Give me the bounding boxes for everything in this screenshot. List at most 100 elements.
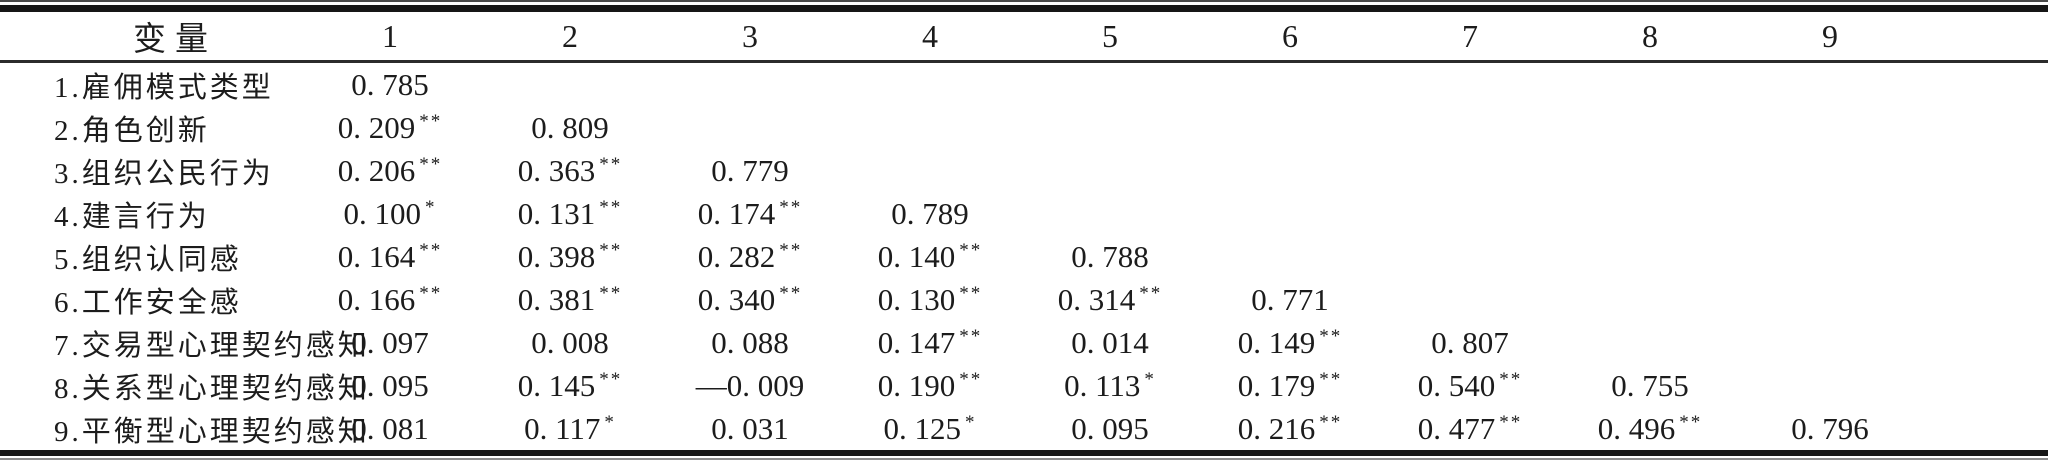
correlation-cell: 0. 125 * [840,407,1020,453]
table-row: 4.建言行为 0. 100 * 0. 131 ** 0. 174 ** 0. 789 [0,192,2048,235]
significance-marker: ** [599,368,623,390]
correlation-value: 0. 796 [1791,410,1869,446]
row-spacer [1920,106,2048,149]
row-spacer [1920,278,2048,321]
correlation-cell: 0. 809 [480,106,660,149]
correlation-cell: 0. 149 ** [1200,321,1380,364]
correlation-cell [1560,235,1740,278]
correlation-cell: 0. 540 ** [1380,364,1560,407]
row-spacer [1920,149,2048,192]
table-header-row: 变量 1 2 3 4 5 6 7 8 9 [0,8,2048,63]
correlation-cell: 0. 113 * [1020,364,1200,407]
correlation-cell [1380,106,1560,149]
correlation-cell [840,62,1020,107]
correlation-cell [480,62,660,107]
correlation-cell: 0. 140 ** [840,235,1020,278]
correlation-cell [660,106,840,149]
correlation-value: 0. 789 [891,195,969,231]
row-label: 9.平衡型心理契约感知 [54,415,370,448]
correlation-cell [1740,321,1920,364]
correlation-value: 0. 147 [877,324,956,360]
significance-marker: ** [779,282,803,304]
correlation-cell: 0. 779 [660,149,840,192]
correlation-cell: 0. 340 ** [660,278,840,321]
correlation-value: 0. 095 [1071,410,1149,446]
correlation-cell: 0. 130 ** [840,278,1020,321]
table-row: 2.角色创新 0. 209 ** 0. 809 [0,106,2048,149]
column-header-1: 1 [300,8,480,63]
correlation-cell [1740,364,1920,407]
column-header-7: 7 [1380,8,1560,63]
correlation-cell: 0. 789 [840,192,1020,235]
correlation-cell [660,62,840,107]
correlation-matrix-table: 变量 1 2 3 4 5 6 7 8 9 1.雇佣模式类型 0. 785 2.角色创新 0. 209 **… [0,5,2048,456]
correlation-value: 0. 314 [1057,281,1136,317]
correlation-value: 0. 113 [1064,367,1141,403]
significance-marker: ** [779,239,803,261]
significance-marker: ** [599,153,623,175]
correlation-cell: 0. 496 ** [1560,407,1740,453]
correlation-cell [1740,106,1920,149]
significance-marker: ** [1679,411,1703,433]
correlation-cell: 0. 190 ** [840,364,1020,407]
column-header-3: 3 [660,8,840,63]
significance-marker: * [965,411,977,433]
correlation-value: 0. 140 [877,238,956,274]
significance-marker: ** [599,239,623,261]
correlation-cell: 0. 755 [1560,364,1740,407]
correlation-value: 0. 008 [531,324,609,360]
correlation-cell [1020,192,1200,235]
correlation-cell: 0. 008 [480,321,660,364]
correlation-cell: 0. 117 * [480,407,660,453]
correlation-cell: 0. 164 ** [300,235,480,278]
row-spacer [1920,62,2048,107]
table-row: 9.平衡型心理契约感知 0. 081 0. 117 * 0. 031 0. 125 * 0. … [0,407,2048,453]
correlation-cell: 0. 179 ** [1200,364,1380,407]
correlation-cell [1200,149,1380,192]
correlation-cell: 0. 031 [660,407,840,453]
variables-column-header: 变量 [0,8,300,63]
column-header-9: 9 [1740,8,1920,63]
row-spacer [1920,407,2048,453]
significance-marker: ** [599,282,623,304]
correlation-cell: 0. 131 ** [480,192,660,235]
correlation-cell [1380,62,1560,107]
correlation-cell [1380,192,1560,235]
column-header-5: 5 [1020,8,1200,63]
table-row: 6.工作安全感 0. 166 ** 0. 381 ** 0. 340 ** 0. 130 ** 0… [0,278,2048,321]
significance-marker: ** [1319,325,1343,347]
significance-marker: * [604,411,616,433]
correlation-value: 0. 496 [1597,410,1676,446]
correlation-value: 0. 125 [883,410,962,446]
correlation-cell [1200,62,1380,107]
correlation-value: 0. 340 [697,281,776,317]
significance-marker: ** [959,239,983,261]
correlation-value: 0. 398 [517,238,596,274]
header-spacer [1920,8,2048,63]
correlation-value: 0. 097 [351,324,429,360]
correlation-value: 0. 130 [877,281,956,317]
correlation-cell: 0. 088 [660,321,840,364]
table-row: 5.组织认同感 0. 164 ** 0. 398 ** 0. 282 ** 0. 140 ** 0… [0,235,2048,278]
correlation-value: 0. 788 [1071,238,1149,274]
correlation-value: 0. 131 [517,195,596,231]
correlation-cell: 0. 398 ** [480,235,660,278]
table-row: 8.关系型心理契约感知 0. 095 0. 145 ** —0. 009 0. 190 **… [0,364,2048,407]
correlation-cell [1560,106,1740,149]
correlation-cell: 0. 100 * [300,192,480,235]
correlation-cell [1560,62,1740,107]
correlation-cell: 0. 147 ** [840,321,1020,364]
correlation-cell [1560,321,1740,364]
correlation-cell: 0. 363 ** [480,149,660,192]
correlation-cell: 0. 174 ** [660,192,840,235]
row-label: 8.关系型心理契约感知 [54,372,370,405]
row-label: 5.组织认同感 [54,243,242,276]
significance-marker: ** [959,368,983,390]
correlation-value: 0. 081 [351,410,429,446]
correlation-value: 0. 117 [524,410,601,446]
correlation-cell [1740,235,1920,278]
correlation-cell [840,149,1020,192]
correlation-value: 0. 088 [711,324,789,360]
correlation-value: 0. 809 [531,109,609,145]
table-body: 1.雇佣模式类型 0. 785 2.角色创新 0. 209 ** 0. 809 3.组织公民… [0,62,2048,454]
